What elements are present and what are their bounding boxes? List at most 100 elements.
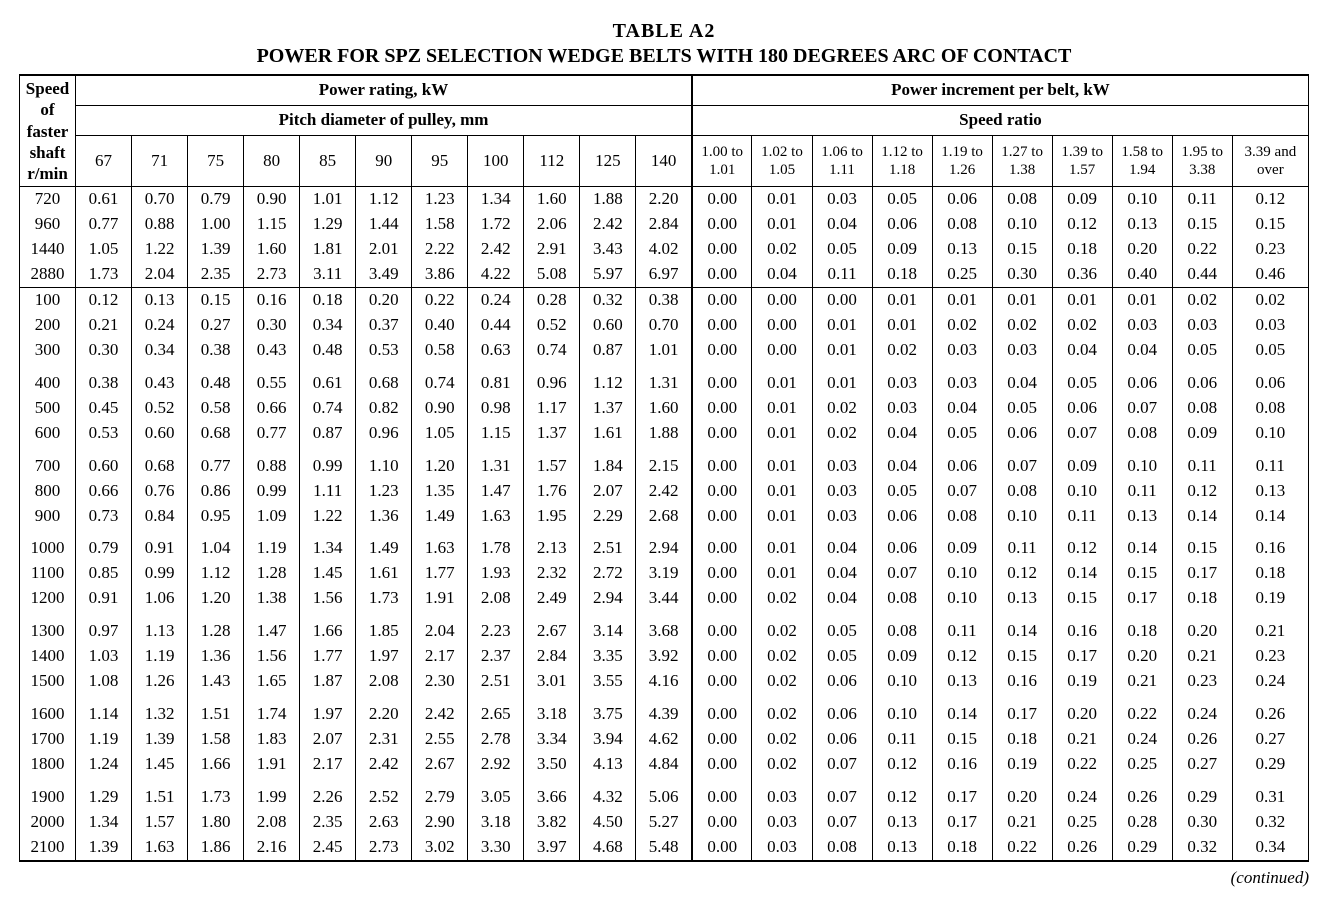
inc-cell: 0.01 xyxy=(812,338,872,363)
inc-cell: 0.14 xyxy=(1112,528,1172,561)
pd-cell: 1.31 xyxy=(468,446,524,479)
inc-cell: 0.02 xyxy=(752,237,812,262)
inc-cell: 0.05 xyxy=(872,187,932,212)
inc-cell: 0.15 xyxy=(932,727,992,752)
pd-cell: 1.37 xyxy=(580,396,636,421)
pd-cell: 3.97 xyxy=(524,835,580,861)
pd-cell: 1.05 xyxy=(412,421,468,446)
inc-cell: 0.00 xyxy=(692,777,752,810)
pd-cell: 1.49 xyxy=(412,504,468,529)
inc-cell: 0.21 xyxy=(1112,669,1172,694)
pd-cell: 0.60 xyxy=(76,446,132,479)
pd-cell: 2.17 xyxy=(300,752,356,777)
pd-cell: 3.49 xyxy=(356,262,412,287)
inc-cell: 0.00 xyxy=(692,611,752,644)
inc-cell: 0.25 xyxy=(1112,752,1172,777)
pd-cell: 1.39 xyxy=(188,237,244,262)
pd-cell: 0.24 xyxy=(132,313,188,338)
inc-cell: 0.03 xyxy=(932,363,992,396)
inc-cell: 0.25 xyxy=(1052,810,1112,835)
rpm-cell: 1700 xyxy=(20,727,76,752)
inc-cell: 0.14 xyxy=(992,611,1052,644)
pd-cell: 0.38 xyxy=(188,338,244,363)
table-row: 19001.291.511.731.992.262.522.793.053.66… xyxy=(20,777,1309,810)
pd-cell: 2.04 xyxy=(412,611,468,644)
pd-cell: 2.51 xyxy=(580,528,636,561)
inc-cell: 0.10 xyxy=(1232,421,1308,446)
inc-cell: 0.00 xyxy=(692,504,752,529)
inc-cell: 0.03 xyxy=(812,479,872,504)
pd-cell: 1.60 xyxy=(524,187,580,212)
pd-col-90: 90 xyxy=(356,135,412,187)
pd-cell: 0.38 xyxy=(76,363,132,396)
inc-cell: 0.09 xyxy=(932,528,992,561)
pd-cell: 1.01 xyxy=(300,187,356,212)
inc-cell: 0.34 xyxy=(1232,835,1308,861)
pd-cell: 0.45 xyxy=(76,396,132,421)
ratio-col-8: 1.95 to3.38 xyxy=(1172,135,1232,187)
subgroup-speed-ratio: Speed ratio xyxy=(692,105,1309,135)
pd-cell: 1.11 xyxy=(300,479,356,504)
inc-cell: 0.18 xyxy=(1052,237,1112,262)
pd-cell: 2.63 xyxy=(356,810,412,835)
inc-cell: 0.01 xyxy=(1112,288,1172,313)
pd-cell: 1.95 xyxy=(524,504,580,529)
inc-cell: 0.00 xyxy=(692,586,752,611)
pd-cell: 0.15 xyxy=(188,288,244,313)
pd-cell: 3.86 xyxy=(412,262,468,287)
inc-cell: 0.24 xyxy=(1232,669,1308,694)
pd-cell: 1.22 xyxy=(300,504,356,529)
pd-col-95: 95 xyxy=(412,135,468,187)
pd-cell: 1.13 xyxy=(132,611,188,644)
pd-cell: 2.15 xyxy=(636,446,692,479)
rpm-cell: 1100 xyxy=(20,561,76,586)
inc-cell: 0.12 xyxy=(1172,479,1232,504)
pd-cell: 1.35 xyxy=(412,479,468,504)
pd-cell: 1.63 xyxy=(412,528,468,561)
table-number: TABLE A2 xyxy=(14,20,1314,43)
inc-cell: 0.40 xyxy=(1112,262,1172,287)
pd-cell: 1.74 xyxy=(244,694,300,727)
ratio-col-3: 1.12 to1.18 xyxy=(872,135,932,187)
table-row: 14401.051.221.391.601.812.012.222.422.91… xyxy=(20,237,1309,262)
table-row: 21001.391.631.862.162.452.733.023.303.97… xyxy=(20,835,1309,861)
pd-cell: 0.99 xyxy=(300,446,356,479)
inc-cell: 0.00 xyxy=(692,835,752,861)
inc-cell: 0.27 xyxy=(1172,752,1232,777)
inc-cell: 0.26 xyxy=(1172,727,1232,752)
inc-cell: 0.09 xyxy=(1052,187,1112,212)
table-row: 7200.610.700.790.901.011.121.231.341.601… xyxy=(20,187,1309,212)
pd-cell: 3.05 xyxy=(468,777,524,810)
pd-cell: 1.60 xyxy=(636,396,692,421)
pd-cell: 2.94 xyxy=(636,528,692,561)
inc-cell: 0.00 xyxy=(692,187,752,212)
group-power-rating: Power rating, kW xyxy=(76,75,692,105)
pd-cell: 0.66 xyxy=(244,396,300,421)
pd-col-100: 100 xyxy=(468,135,524,187)
ratio-col-7: 1.58 to1.94 xyxy=(1112,135,1172,187)
pd-cell: 1.19 xyxy=(132,644,188,669)
pd-cell: 0.43 xyxy=(244,338,300,363)
inc-cell: 0.17 xyxy=(1052,644,1112,669)
inc-cell: 0.46 xyxy=(1232,262,1308,287)
inc-cell: 0.14 xyxy=(1052,561,1112,586)
pd-cell: 1.39 xyxy=(76,835,132,861)
inc-cell: 0.02 xyxy=(752,752,812,777)
pd-cell: 1.80 xyxy=(188,810,244,835)
inc-cell: 0.04 xyxy=(932,396,992,421)
pd-cell: 0.30 xyxy=(76,338,132,363)
inc-cell: 0.02 xyxy=(932,313,992,338)
inc-cell: 0.12 xyxy=(872,752,932,777)
pd-cell: 4.39 xyxy=(636,694,692,727)
inc-cell: 0.01 xyxy=(752,528,812,561)
pd-cell: 0.77 xyxy=(188,446,244,479)
pd-cell: 2.67 xyxy=(524,611,580,644)
pd-cell: 0.53 xyxy=(356,338,412,363)
pd-cell: 0.90 xyxy=(412,396,468,421)
pd-cell: 4.22 xyxy=(468,262,524,287)
pd-cell: 1.06 xyxy=(132,586,188,611)
rpm-cell: 1400 xyxy=(20,644,76,669)
pd-cell: 1.84 xyxy=(580,446,636,479)
inc-cell: 0.03 xyxy=(992,338,1052,363)
table-row: 5000.450.520.580.660.740.820.900.981.171… xyxy=(20,396,1309,421)
